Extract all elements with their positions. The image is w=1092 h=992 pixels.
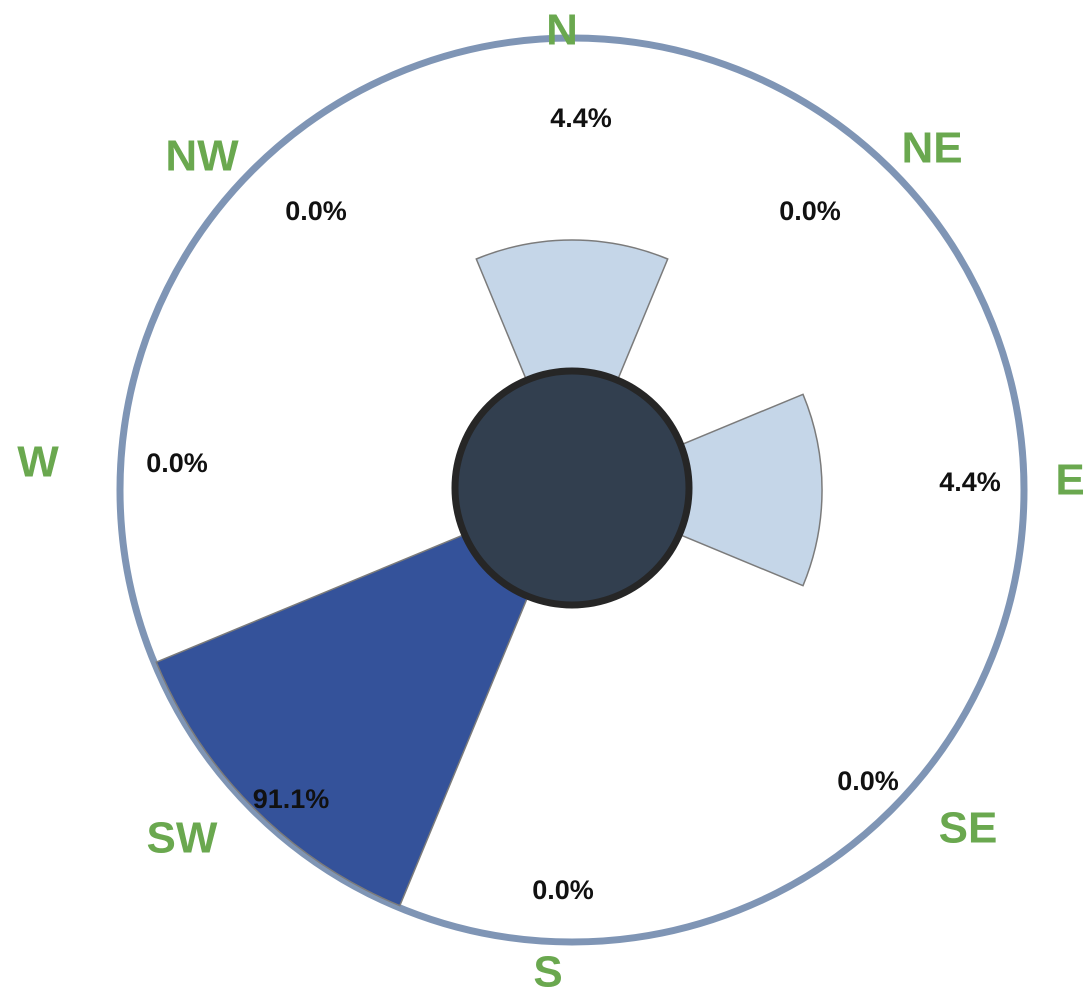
direction-label-se: SE bbox=[939, 804, 998, 853]
value-label-n: 4.4% bbox=[550, 103, 612, 133]
direction-label-n: N bbox=[546, 6, 578, 55]
value-label-e: 4.4% bbox=[939, 467, 1001, 497]
center-disc bbox=[451, 367, 693, 609]
value-label-s: 0.0% bbox=[532, 875, 594, 905]
direction-labels: N NE E SE S SW W NW bbox=[17, 6, 1084, 992]
value-label-nw: 0.0% bbox=[285, 196, 347, 226]
outer-ring bbox=[116, 34, 1028, 946]
sector-sw bbox=[155, 488, 574, 907]
direction-label-w: W bbox=[17, 438, 59, 487]
direction-label-s: S bbox=[533, 948, 562, 992]
direction-label-ne: NE bbox=[901, 124, 962, 173]
direction-label-e: E bbox=[1055, 456, 1084, 505]
sector-e bbox=[570, 393, 823, 587]
value-label-sw: 91.1% bbox=[253, 784, 330, 814]
direction-label-nw: NW bbox=[165, 132, 239, 181]
value-label-w: 0.0% bbox=[146, 448, 208, 478]
value-label-se: 0.0% bbox=[837, 766, 899, 796]
value-labels: 4.4% 0.0% 4.4% 0.0% 0.0% 91.1% 0.0% 0.0% bbox=[146, 103, 1001, 905]
direction-label-sw: SW bbox=[147, 814, 218, 863]
sectors-group bbox=[155, 239, 823, 907]
value-label-ne: 0.0% bbox=[779, 196, 841, 226]
sector-n bbox=[475, 239, 669, 492]
